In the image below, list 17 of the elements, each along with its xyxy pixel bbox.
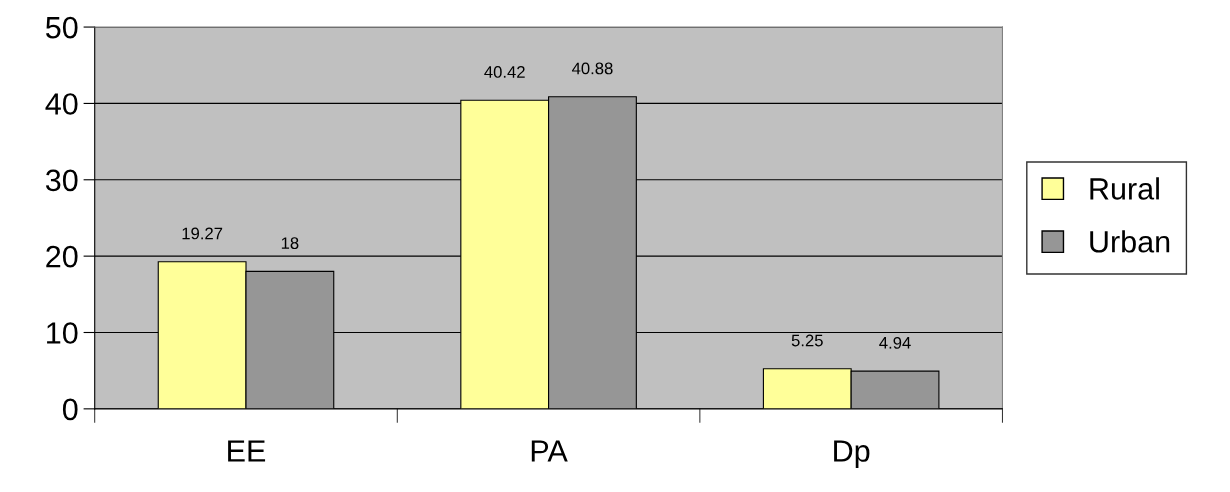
y-tick-label: 0 xyxy=(62,398,78,421)
data-label: 4.94 xyxy=(879,336,911,349)
x-tick-label: EE xyxy=(228,440,266,462)
y-tick-label: 50 xyxy=(45,16,78,39)
x-tick-label: Dp xyxy=(834,440,870,468)
data-label: 40.42 xyxy=(484,66,525,78)
data-label: 40.88 xyxy=(571,62,613,75)
data-label: 19.27 xyxy=(182,227,223,240)
legend-label: Urban xyxy=(1090,230,1170,253)
x-tick-label: PA xyxy=(531,440,568,462)
data-label: 18 xyxy=(281,237,299,250)
y-tick-label: 20 xyxy=(46,245,78,268)
y-tick-label: 40 xyxy=(45,93,78,115)
data-label: 5.25 xyxy=(791,334,823,347)
y-tick-label: 10 xyxy=(47,322,78,344)
y-tick-label: 30 xyxy=(45,169,78,192)
legend-label: Rural xyxy=(1090,177,1159,200)
